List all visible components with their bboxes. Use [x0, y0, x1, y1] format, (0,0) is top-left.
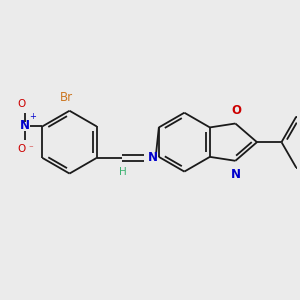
Text: ⁻: ⁻	[28, 144, 33, 153]
Text: O: O	[18, 144, 26, 154]
Text: N: N	[20, 119, 30, 132]
Text: O: O	[18, 99, 26, 109]
Text: N: N	[148, 152, 158, 164]
Text: +: +	[30, 112, 36, 121]
Text: O: O	[231, 103, 242, 117]
Text: Br: Br	[60, 91, 73, 104]
Text: N: N	[231, 168, 242, 181]
Text: H: H	[119, 167, 127, 177]
